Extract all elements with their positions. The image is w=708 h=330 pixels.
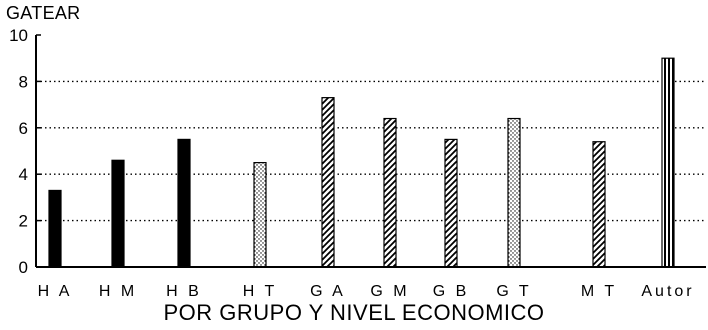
y-tick-label: 0: [19, 258, 28, 277]
bar-g-a: [321, 97, 335, 268]
x-tick-label: G B: [433, 283, 470, 300]
y-tick-label: 10: [9, 26, 28, 45]
bar-h-m: [111, 159, 125, 268]
bar-autor: [661, 57, 675, 268]
bar-h-t: [253, 162, 267, 268]
bar-h-a: [48, 189, 62, 268]
bar-m-t: [592, 141, 606, 268]
y-tick-label: 8: [19, 72, 28, 91]
y-tick-label: 6: [19, 119, 28, 138]
x-tick-label: M T: [581, 283, 617, 300]
y-tick-label: 2: [19, 212, 28, 231]
y-tick-label: 4: [19, 165, 28, 184]
x-tick-label: G A: [310, 283, 346, 300]
bar-h-b: [177, 138, 191, 268]
bar-g-t: [507, 117, 521, 268]
bar-g-m: [383, 117, 397, 268]
bar-g-b: [444, 138, 458, 268]
x-tick-label: H B: [166, 283, 202, 300]
x-tick-label: H M: [99, 283, 137, 300]
x-tick-label: G M: [370, 283, 409, 300]
x-tick-label: H A: [38, 283, 73, 300]
x-tick-label: G T: [496, 283, 531, 300]
x-axis-label: POR GRUPO Y NIVEL ECONOMICO: [163, 300, 545, 325]
x-tick-label: Autor: [641, 283, 694, 300]
x-tick-label: H T: [243, 283, 277, 300]
y-axis-label: GATEAR: [6, 3, 81, 23]
